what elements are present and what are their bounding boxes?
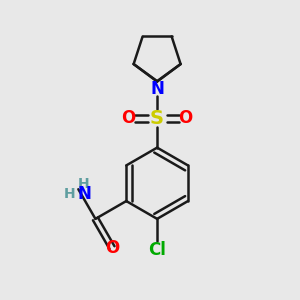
Text: O: O bbox=[178, 109, 193, 127]
Text: N: N bbox=[77, 185, 91, 203]
Text: O: O bbox=[105, 239, 119, 257]
Text: N: N bbox=[150, 80, 164, 98]
Text: H: H bbox=[64, 187, 76, 201]
Text: Cl: Cl bbox=[148, 241, 166, 259]
Text: O: O bbox=[122, 109, 136, 127]
Text: H: H bbox=[78, 177, 90, 190]
Text: S: S bbox=[150, 109, 164, 128]
